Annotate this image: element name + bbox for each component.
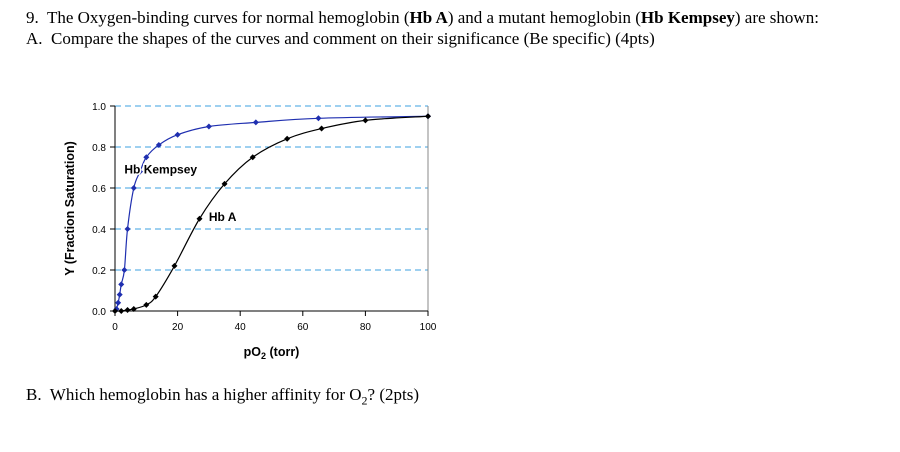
series-0-point-11	[205, 123, 212, 130]
series-0-point-1	[115, 299, 122, 306]
series-0-point-5	[124, 226, 131, 232]
series-1-point-6	[171, 262, 178, 269]
y-axis-label: Y (Fraction Saturation)	[63, 141, 77, 276]
series-0-point-2	[116, 291, 123, 298]
series-0-point-10	[174, 131, 181, 138]
y-tick-label-5: 1.0	[92, 102, 106, 113]
series-0-point-3	[118, 281, 125, 288]
series-1-point-10	[284, 135, 291, 142]
part-b-subscript: 2	[361, 393, 368, 408]
question-end: ) are shown:	[734, 8, 819, 27]
question-9-line: 9. The Oxygen-binding curves for normal …	[26, 8, 819, 28]
series-1-point-0	[112, 308, 118, 314]
oxygen-binding-chart: 0.0 0.2 0.4 0.6 0.8 1.0 0 20 40 60 80 100 pO2 (torr)…	[63, 102, 437, 361]
series-1-point-8	[221, 180, 228, 187]
series-1-point-4	[143, 301, 150, 308]
x-tick-label-4: 80	[360, 322, 372, 333]
x-tick-label-5: 100	[420, 322, 437, 333]
series-1-point-13	[425, 113, 431, 120]
series-0-point-12	[252, 119, 259, 126]
plot-area	[115, 106, 428, 311]
series-1-point-9	[249, 154, 256, 161]
part-b-end: ? (2pts)	[367, 385, 420, 404]
series-1-point-1	[118, 308, 125, 314]
y-tick-label-1: 0.2	[92, 266, 106, 277]
x-tick-label-3: 60	[297, 322, 309, 333]
series-1-point-5	[152, 293, 159, 300]
series-0-point-0	[113, 305, 120, 312]
series-1-point-3	[130, 305, 137, 312]
question-mid: ) and a mutant hemoglobin (	[447, 8, 641, 27]
part-b-line: B. Which hemoglobin has a higher affinit…	[26, 385, 419, 408]
x-tick-label-0: 0	[112, 322, 118, 333]
series-0-point-9	[155, 141, 162, 148]
question-intro: The Oxygen-binding curves for normal hem…	[46, 8, 410, 27]
series-1-point-11	[318, 125, 325, 132]
series-0-point-4	[121, 267, 128, 273]
series-0-point-6	[130, 185, 137, 191]
y-tick-label-4: 0.8	[92, 143, 106, 154]
x-axis-label: pO2 (torr)	[244, 345, 300, 361]
series-0-point-8	[143, 154, 150, 161]
part-b-text: Which hemoglobin has a higher affinity f…	[49, 385, 362, 404]
part-b-letter: B.	[26, 385, 42, 404]
question-number: 9.	[26, 8, 39, 27]
series-0-point-13	[315, 115, 322, 122]
hba-label: Hb A	[409, 8, 448, 27]
hbk-label: Hb Kempsey	[640, 8, 735, 27]
part-a-line: A. Compare the shapes of the curves and …	[26, 29, 655, 49]
series-1-point-2	[124, 306, 131, 313]
series-0-point-7	[137, 168, 144, 175]
x-tick-label-2: 40	[235, 322, 247, 333]
y-tick-label-0: 0.0	[92, 307, 106, 318]
x-tick-label-1: 20	[172, 322, 184, 333]
series-1-point-12	[362, 117, 369, 124]
series-1-point-7	[196, 215, 203, 222]
part-a-text: Compare the shapes of the curves and com…	[51, 29, 655, 48]
annotation-1: Hb A	[209, 210, 237, 224]
y-tick-label-3: 0.6	[92, 184, 106, 195]
y-tick-label-2: 0.4	[92, 225, 106, 236]
annotation-0: Hb Kempsey	[124, 163, 197, 177]
part-a-letter: A.	[26, 29, 43, 48]
